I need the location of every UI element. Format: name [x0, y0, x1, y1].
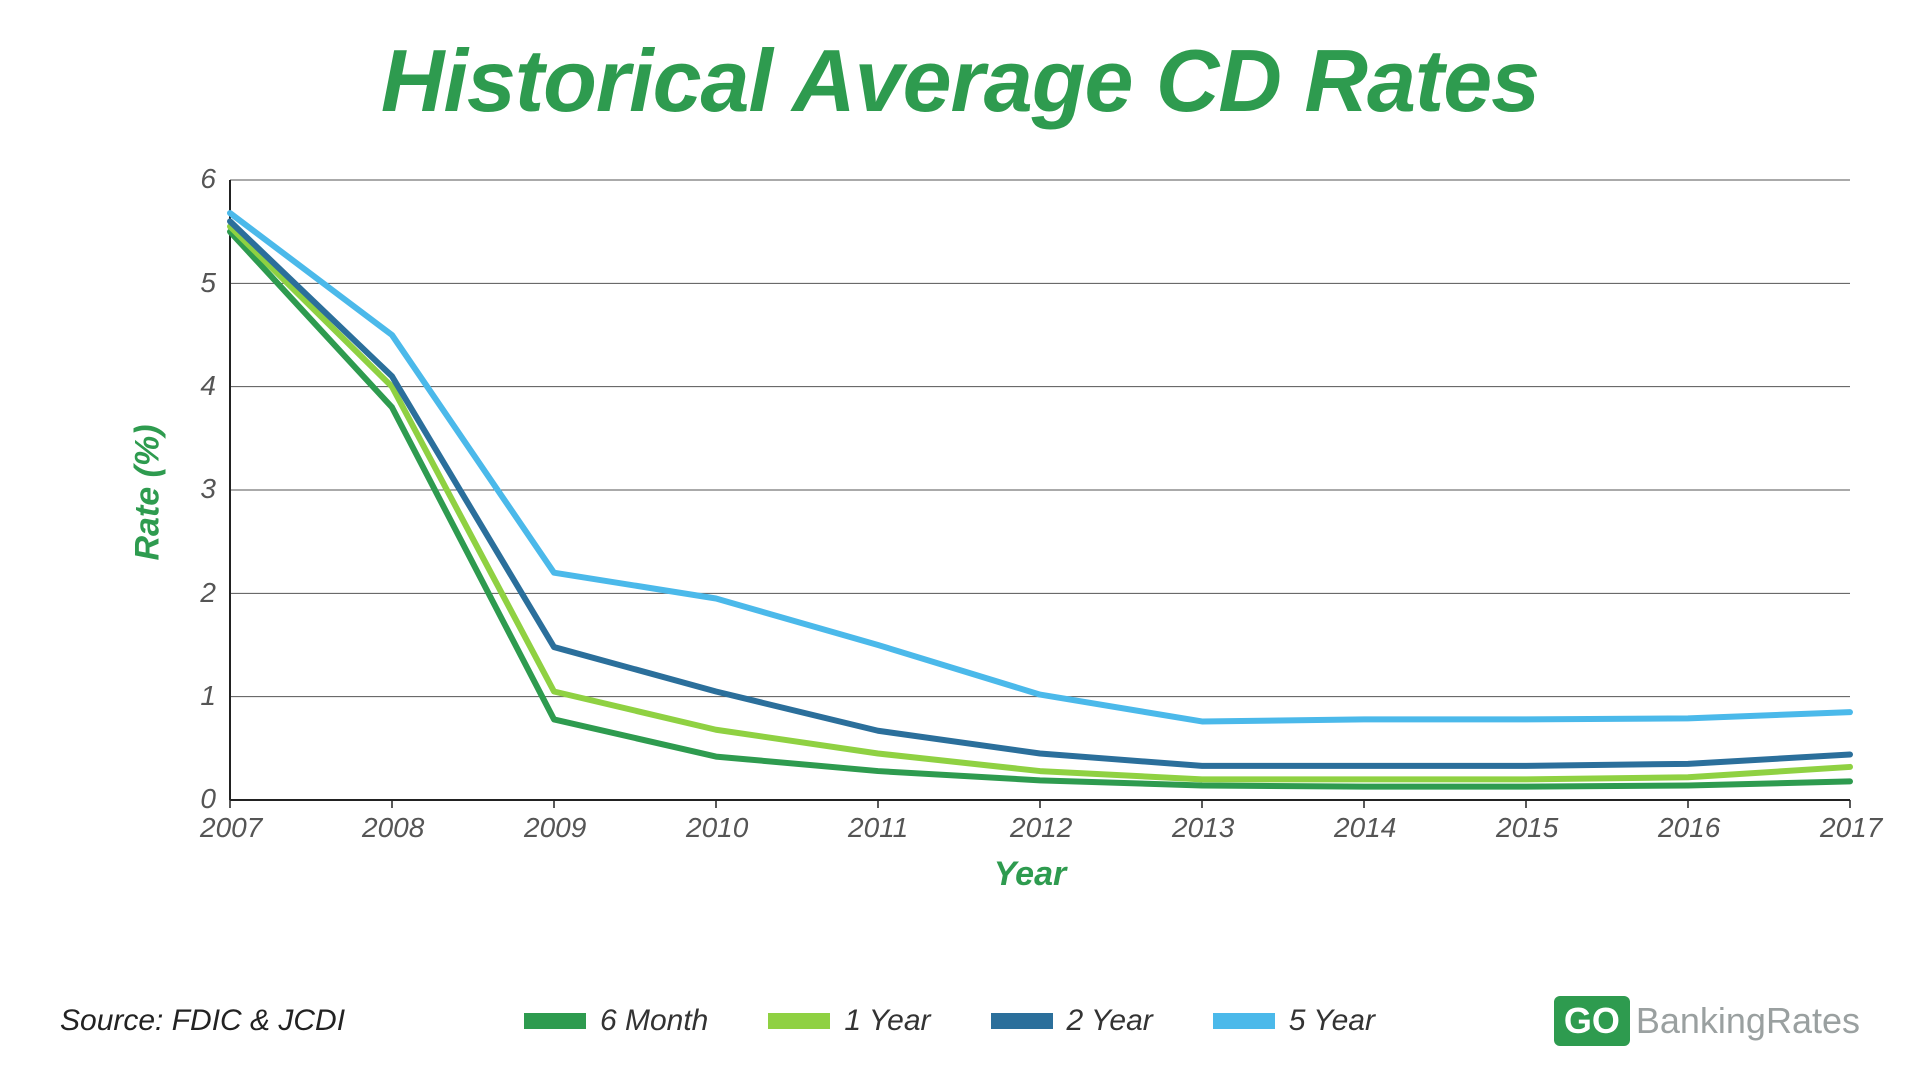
legend-swatch: [1213, 1013, 1275, 1029]
chart-footer: Source: FDIC & JCDI 6 Month 1 Year 2 Year 5…: [0, 991, 1920, 1051]
line-chart-svg: [190, 170, 1870, 850]
legend-swatch: [991, 1013, 1053, 1029]
y-tick-label: 2: [200, 577, 216, 609]
chart-title: Historical Average CD Rates: [0, 30, 1920, 132]
legend-label: 6 Month: [600, 1004, 708, 1038]
x-tick-label: 2015: [1496, 812, 1558, 844]
x-tick-label: 2010: [686, 812, 748, 844]
chart-area: Rate (%) Year 01234562007200820092010201…: [190, 170, 1870, 850]
brand-go-badge: GO: [1554, 996, 1630, 1046]
legend-swatch: [524, 1013, 586, 1029]
series-line: [230, 221, 1850, 766]
y-tick-label: 1: [200, 680, 216, 712]
legend-item: 6 Month: [524, 1004, 708, 1038]
x-tick-label: 2016: [1658, 812, 1720, 844]
y-tick-label: 3: [200, 473, 216, 505]
legend-label: 2 Year: [1067, 1004, 1153, 1038]
legend-label: 1 Year: [844, 1004, 930, 1038]
legend: 6 Month 1 Year 2 Year 5 Year: [524, 1004, 1375, 1038]
brand-text: BankingRates: [1636, 1000, 1860, 1042]
x-tick-label: 2017: [1820, 812, 1882, 844]
y-tick-label: 5: [200, 267, 216, 299]
y-axis-label: Rate (%): [129, 424, 168, 560]
legend-item: 5 Year: [1213, 1004, 1375, 1038]
source-citation: Source: FDIC & JCDI: [60, 1004, 345, 1038]
x-tick-label: 2008: [362, 812, 424, 844]
y-tick-label: 6: [200, 163, 216, 195]
brand-logo: GO BankingRates: [1554, 996, 1860, 1046]
x-tick-label: 2007: [200, 812, 262, 844]
series-line: [230, 213, 1850, 721]
legend-swatch: [768, 1013, 830, 1029]
x-tick-label: 2012: [1010, 812, 1072, 844]
x-tick-label: 2009: [524, 812, 586, 844]
y-tick-label: 0: [200, 783, 216, 815]
x-tick-label: 2014: [1334, 812, 1396, 844]
legend-item: 2 Year: [991, 1004, 1153, 1038]
x-tick-label: 2013: [1172, 812, 1234, 844]
x-tick-label: 2011: [848, 812, 908, 844]
y-tick-label: 4: [200, 370, 216, 402]
legend-label: 5 Year: [1289, 1004, 1375, 1038]
legend-item: 1 Year: [768, 1004, 930, 1038]
x-axis-label: Year: [190, 855, 1870, 894]
